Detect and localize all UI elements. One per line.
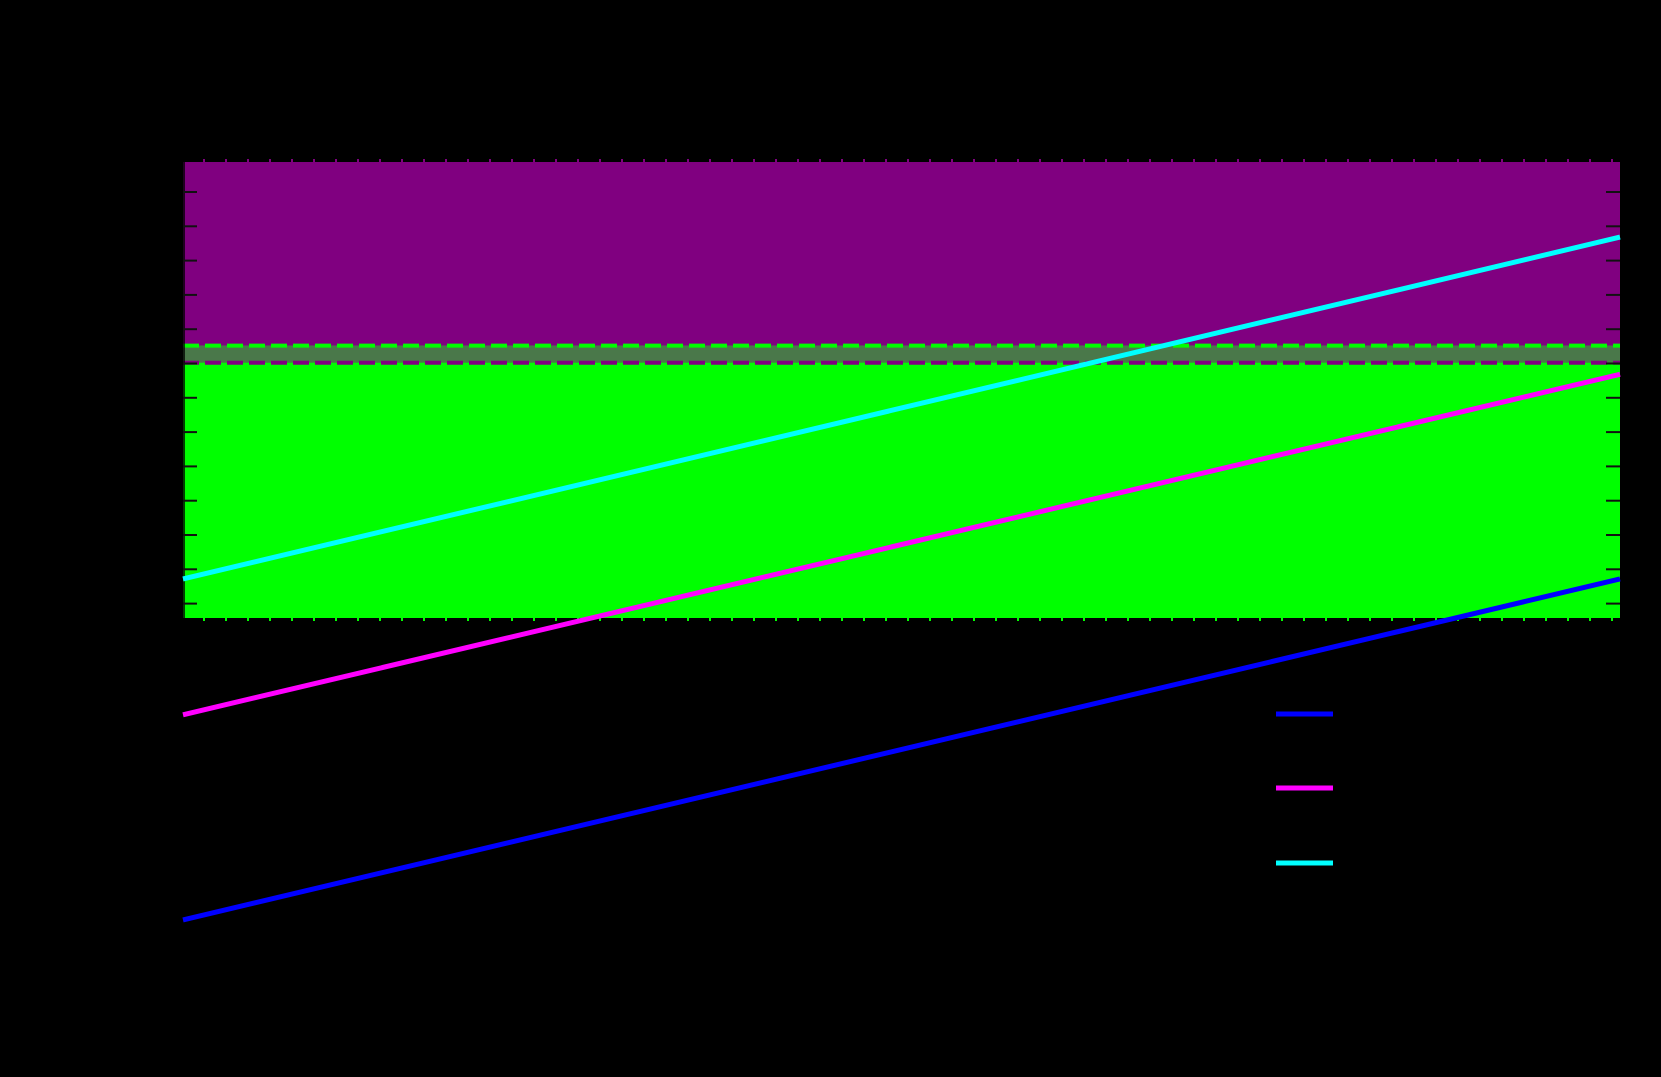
magenta-line	[182, 371, 1621, 718]
blue-line	[182, 576, 1621, 923]
overlap-region	[183, 345, 1620, 363]
axis-ticks	[183, 158, 1620, 622]
fill-regions	[183, 158, 1620, 622]
upper-region-fill	[183, 159, 1620, 363]
data-lines	[182, 234, 1621, 923]
lower-region-fill	[183, 345, 1620, 621]
legend	[1276, 711, 1333, 866]
cyan-line	[182, 234, 1621, 582]
